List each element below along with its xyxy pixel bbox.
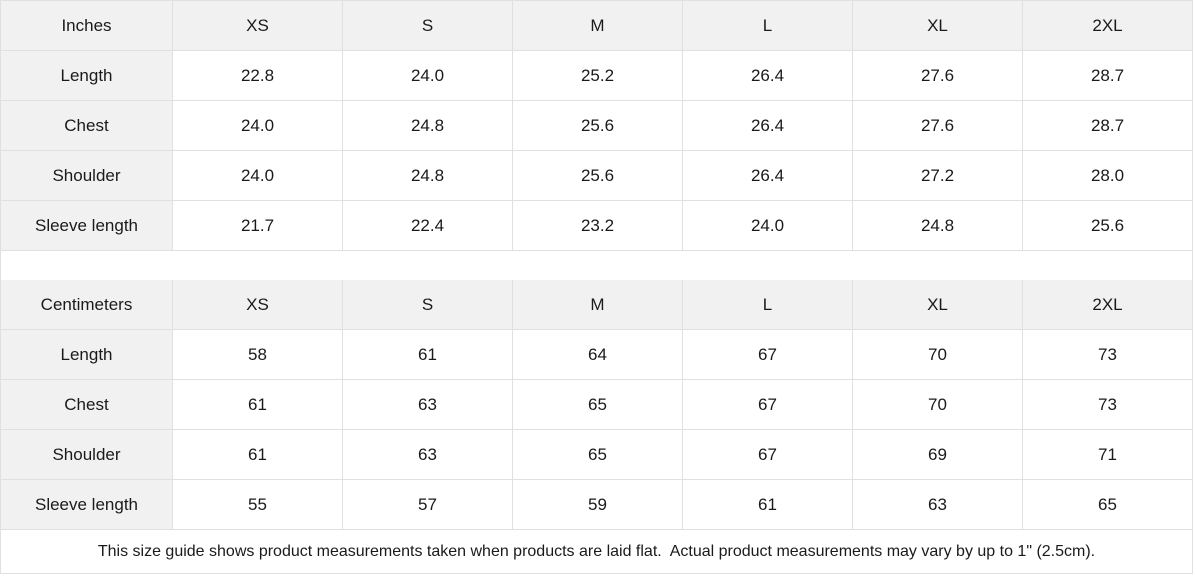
value-cell: 69: [853, 430, 1023, 479]
measurement-row-shoulder: Shoulder 61 63 65 67 69 71: [1, 430, 1192, 480]
value-cell: 57: [343, 480, 513, 529]
value-cell: 24.8: [343, 101, 513, 150]
measurement-row-shoulder: Shoulder 24.0 24.8 25.6 26.4 27.2 28.0: [1, 151, 1192, 201]
value-cell: 70: [853, 330, 1023, 379]
centimeters-table: Centimeters XS S M L XL 2XL Length 58 61…: [1, 280, 1192, 530]
value-cell: 70: [853, 380, 1023, 429]
value-cell: 63: [343, 380, 513, 429]
value-cell: 24.8: [343, 151, 513, 200]
value-cell: 73: [1023, 380, 1192, 429]
value-cell: 59: [513, 480, 683, 529]
unit-header-cell: Centimeters: [1, 280, 173, 329]
value-cell: 25.6: [1023, 201, 1192, 250]
value-cell: 71: [1023, 430, 1192, 479]
row-label-cell: Length: [1, 330, 173, 379]
size-header-cell-l: L: [683, 1, 853, 50]
measurement-row-chest: Chest 61 63 65 67 70 73: [1, 380, 1192, 430]
row-label-cell: Chest: [1, 380, 173, 429]
size-header-cell-xl: XL: [853, 1, 1023, 50]
value-cell: 28.7: [1023, 51, 1192, 100]
size-header-cell-m: M: [513, 280, 683, 329]
row-label-cell: Chest: [1, 101, 173, 150]
value-cell: 24.0: [343, 51, 513, 100]
size-header-cell-xs: XS: [173, 1, 343, 50]
value-cell: 26.4: [683, 51, 853, 100]
value-cell: 65: [513, 380, 683, 429]
value-cell: 61: [343, 330, 513, 379]
table-header-row: Inches XS S M L XL 2XL: [1, 1, 1192, 51]
row-label-cell: Length: [1, 51, 173, 100]
measurement-row-chest: Chest 24.0 24.8 25.6 26.4 27.6 28.7: [1, 101, 1192, 151]
value-cell: 23.2: [513, 201, 683, 250]
value-cell: 63: [343, 430, 513, 479]
value-cell: 61: [173, 430, 343, 479]
size-header-cell-m: M: [513, 1, 683, 50]
row-label-cell: Sleeve length: [1, 201, 173, 250]
value-cell: 65: [513, 430, 683, 479]
value-cell: 64: [513, 330, 683, 379]
value-cell: 58: [173, 330, 343, 379]
measurement-row-length: Length 22.8 24.0 25.2 26.4 27.6 28.7: [1, 51, 1192, 101]
value-cell: 28.0: [1023, 151, 1192, 200]
row-label-cell: Shoulder: [1, 430, 173, 479]
section-spacer: [1, 251, 1192, 280]
measurement-row-sleeve-length: Sleeve length 55 57 59 61 63 65: [1, 480, 1192, 530]
value-cell: 63: [853, 480, 1023, 529]
inches-table: Inches XS S M L XL 2XL Length 22.8 24.0 …: [1, 1, 1192, 251]
value-cell: 22.4: [343, 201, 513, 250]
value-cell: 21.7: [173, 201, 343, 250]
value-cell: 24.0: [173, 101, 343, 150]
value-cell: 73: [1023, 330, 1192, 379]
value-cell: 24.8: [853, 201, 1023, 250]
table-header-row: Centimeters XS S M L XL 2XL: [1, 280, 1192, 330]
value-cell: 55: [173, 480, 343, 529]
size-header-cell-s: S: [343, 280, 513, 329]
value-cell: 24.0: [683, 201, 853, 250]
value-cell: 28.7: [1023, 101, 1192, 150]
value-cell: 25.6: [513, 151, 683, 200]
size-header-cell-2xl: 2XL: [1023, 1, 1192, 50]
row-label-cell: Sleeve length: [1, 480, 173, 529]
value-cell: 27.2: [853, 151, 1023, 200]
value-cell: 26.4: [683, 151, 853, 200]
value-cell: 25.2: [513, 51, 683, 100]
value-cell: 67: [683, 430, 853, 479]
value-cell: 67: [683, 330, 853, 379]
value-cell: 24.0: [173, 151, 343, 200]
value-cell: 61: [683, 480, 853, 529]
value-cell: 61: [173, 380, 343, 429]
value-cell: 26.4: [683, 101, 853, 150]
measurement-row-length: Length 58 61 64 67 70 73: [1, 330, 1192, 380]
value-cell: 27.6: [853, 51, 1023, 100]
size-header-cell-s: S: [343, 1, 513, 50]
size-header-cell-2xl: 2XL: [1023, 280, 1192, 329]
size-header-cell-l: L: [683, 280, 853, 329]
value-cell: 27.6: [853, 101, 1023, 150]
value-cell: 67: [683, 380, 853, 429]
row-label-cell: Shoulder: [1, 151, 173, 200]
size-header-cell-xs: XS: [173, 280, 343, 329]
unit-header-cell: Inches: [1, 1, 173, 50]
value-cell: 22.8: [173, 51, 343, 100]
size-header-cell-xl: XL: [853, 280, 1023, 329]
footer-note: This size guide shows product measuremen…: [1, 530, 1192, 573]
value-cell: 25.6: [513, 101, 683, 150]
value-cell: 65: [1023, 480, 1192, 529]
measurement-row-sleeve-length: Sleeve length 21.7 22.4 23.2 24.0 24.8 2…: [1, 201, 1192, 251]
